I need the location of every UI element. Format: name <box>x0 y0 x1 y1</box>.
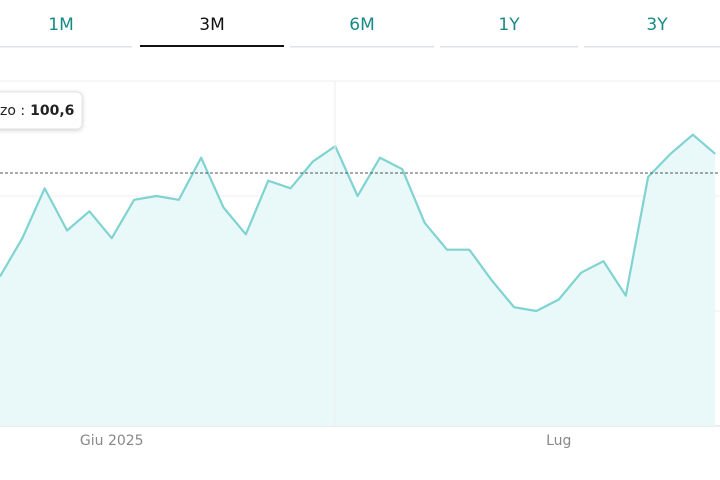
tab-label[interactable]: 1M <box>48 15 73 35</box>
tooltip-box <box>0 91 83 130</box>
tab-underline <box>584 46 720 48</box>
tab-label[interactable]: 3M <box>199 15 224 35</box>
price-line <box>0 133 716 313</box>
tab[interactable]: 3Y <box>584 15 720 48</box>
tooltip-text: zo : 100,6 <box>0 103 74 119</box>
tab[interactable]: 6M <box>290 15 434 48</box>
tab[interactable]: 1Y <box>440 15 578 48</box>
tab-label[interactable]: 1Y <box>498 15 520 35</box>
tab[interactable]: 1M <box>0 15 132 48</box>
tab[interactable]: 3M <box>140 15 284 47</box>
tab-label[interactable]: 6M <box>349 15 374 35</box>
tab-label[interactable]: 3Y <box>646 15 668 35</box>
tooltip-value: 100,6 <box>30 103 74 119</box>
tab-underline <box>0 46 132 48</box>
x-tick-label: Lug <box>546 433 571 449</box>
x-tick-label: Giu 2025 <box>80 433 144 449</box>
tab-underline <box>440 46 578 48</box>
tab-underline <box>290 46 434 48</box>
area-fill <box>0 134 716 426</box>
tooltip-label: zo : <box>0 103 25 119</box>
tab-underline <box>140 45 284 47</box>
